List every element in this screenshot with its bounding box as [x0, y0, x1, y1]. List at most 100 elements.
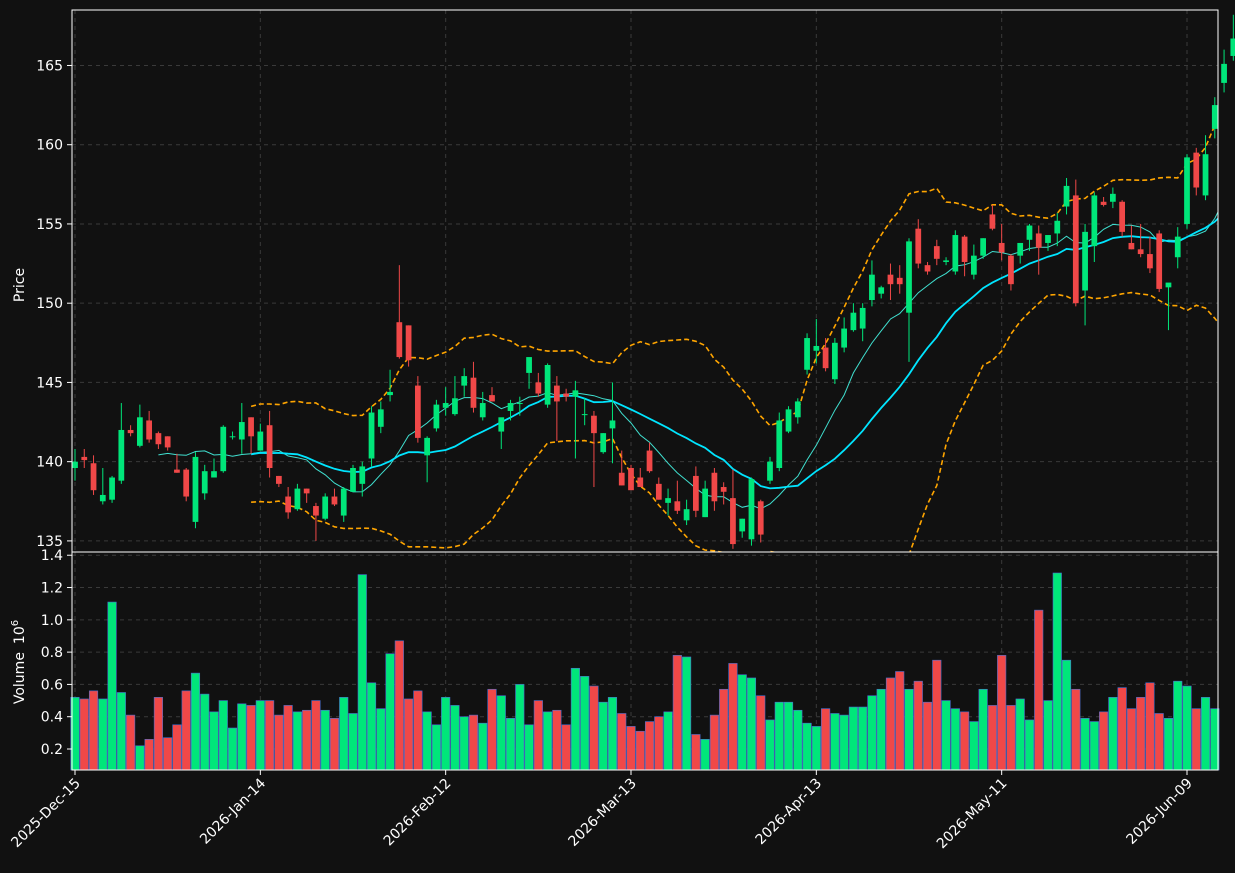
volume-bar — [515, 684, 525, 771]
candle-body — [1054, 220, 1061, 234]
volume-bar — [654, 716, 664, 771]
candle-body — [192, 456, 199, 522]
candle-body — [1211, 105, 1218, 129]
volume-bar — [524, 724, 534, 771]
candle-body — [377, 409, 384, 427]
volume-bar — [487, 688, 497, 771]
volume-tick-label: 1.0 — [41, 613, 63, 629]
price-axis-label: Price — [12, 268, 28, 302]
candle-body — [896, 277, 903, 285]
candle-body — [831, 342, 838, 380]
volume-bar — [459, 716, 469, 771]
volume-bar — [691, 734, 701, 771]
candle-body — [322, 496, 329, 519]
volume-bar — [1099, 711, 1109, 771]
volume-bar — [422, 711, 432, 771]
candle-body — [665, 498, 671, 503]
candle-body — [452, 398, 458, 415]
volume-bar — [88, 690, 99, 771]
candle-body — [498, 417, 505, 432]
volume-bar — [441, 697, 451, 771]
candle-body — [609, 420, 616, 429]
volume-bar — [348, 713, 358, 771]
candle-body — [618, 472, 625, 486]
candle-body — [1035, 233, 1042, 248]
volume-bar — [987, 705, 997, 771]
volume-bar — [496, 695, 506, 771]
candle-body — [1082, 231, 1088, 291]
volume-bar — [811, 726, 821, 771]
volume-bar — [98, 698, 108, 771]
volume-bar — [385, 653, 395, 771]
volume-bar — [376, 708, 386, 771]
candle-body — [1184, 157, 1190, 224]
candle-body — [1202, 154, 1209, 196]
candle-body — [739, 518, 746, 532]
candle-body — [1026, 225, 1033, 240]
candle-body — [1100, 201, 1107, 205]
candle-body — [136, 417, 143, 446]
volume-bar — [1015, 698, 1025, 771]
volume-bar — [561, 724, 571, 771]
volume-bar — [302, 709, 312, 771]
candle-body — [692, 475, 699, 511]
candle-body — [563, 393, 570, 397]
volume-bar — [543, 711, 553, 771]
candle-body — [1109, 193, 1116, 202]
candle-body — [72, 461, 78, 469]
candle-body — [405, 325, 412, 361]
candle-body — [757, 501, 764, 535]
candle-body — [238, 422, 245, 440]
volume-bar — [1061, 659, 1072, 771]
volume-bar — [1182, 685, 1192, 771]
volume-bar — [682, 656, 692, 771]
volume-bar — [181, 690, 191, 771]
volume-bar — [468, 714, 479, 771]
volume-tick-label: 0.8 — [41, 645, 63, 661]
volume-bar — [728, 663, 738, 771]
volume-bar — [533, 700, 543, 771]
candle-body — [479, 403, 486, 418]
volume-bar — [709, 714, 719, 771]
volume-bar — [765, 719, 775, 771]
volume-bar — [858, 706, 868, 771]
candle-body — [711, 472, 718, 502]
candle-body — [526, 357, 532, 373]
candle-body — [313, 506, 319, 516]
candle-body — [961, 236, 968, 262]
candle-body — [655, 483, 662, 500]
candle-body — [572, 390, 579, 397]
candle-body — [943, 260, 949, 262]
volume-bar — [746, 677, 757, 771]
volume-bar — [1052, 572, 1062, 771]
volume-bar — [960, 711, 970, 771]
volume-bar — [904, 688, 914, 771]
candles — [72, 14, 1235, 549]
volume-bar — [255, 700, 265, 771]
candle-body — [489, 395, 495, 402]
candle-body — [90, 463, 97, 491]
candle-body — [1165, 282, 1172, 288]
volume-bar — [1108, 697, 1118, 771]
volume-bar — [1126, 708, 1136, 771]
price-tick-label: 160 — [36, 138, 63, 154]
candle-body — [1128, 242, 1135, 250]
volume-bar — [1173, 680, 1183, 771]
volume-bar — [404, 698, 414, 771]
volume-bar — [311, 700, 321, 771]
volume-bar — [505, 718, 516, 771]
volume-bar — [895, 671, 905, 771]
volume-bar — [274, 714, 284, 771]
volume-bar — [1034, 609, 1044, 771]
volume-tick-label: 0.6 — [41, 677, 63, 693]
candle-body — [164, 436, 171, 448]
volume-bar — [950, 708, 960, 771]
candle-body — [118, 429, 125, 481]
candle-body — [127, 429, 134, 434]
volume-bar — [292, 711, 302, 771]
volume-bar — [580, 676, 590, 771]
volume-bar — [830, 713, 840, 771]
candle-body — [146, 420, 153, 440]
volume-bar — [218, 700, 228, 771]
candle-body — [989, 214, 996, 229]
